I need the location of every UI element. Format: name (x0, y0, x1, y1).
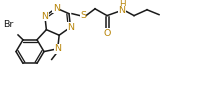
Text: N: N (41, 12, 48, 21)
Text: N: N (54, 44, 61, 53)
Text: S: S (80, 11, 86, 20)
Text: N: N (119, 6, 126, 15)
Text: Br: Br (4, 20, 14, 29)
Text: N: N (67, 23, 74, 32)
Text: N: N (53, 4, 60, 13)
Text: O: O (104, 29, 111, 38)
Text: H: H (119, 0, 125, 9)
